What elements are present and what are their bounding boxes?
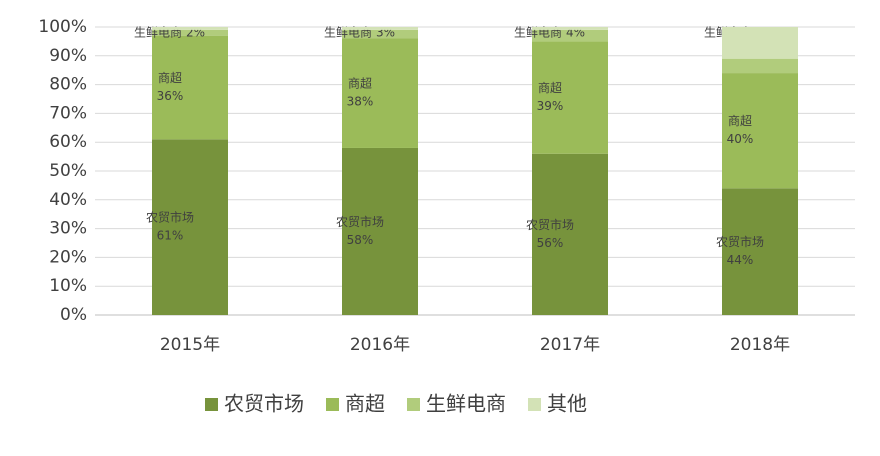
legend-swatch <box>528 398 541 411</box>
data-label-name: 商超 <box>348 76 372 91</box>
y-tick-label: 100% <box>38 17 87 37</box>
y-tick-label: 70% <box>49 103 87 123</box>
bar-segment <box>152 139 228 315</box>
data-label-name: 生鲜电商 <box>134 25 182 40</box>
data-label-name: 商超 <box>728 113 752 128</box>
y-tick-label: 30% <box>49 219 87 239</box>
legend-label: 农贸市场 <box>224 392 304 416</box>
legend-swatch <box>205 398 218 411</box>
y-tick-label: 40% <box>49 190 87 210</box>
bar-segment <box>342 27 418 30</box>
bar-segment <box>532 41 608 154</box>
bar-segment <box>722 188 798 315</box>
y-tick-label: 10% <box>49 276 87 296</box>
bar-segment <box>722 73 798 189</box>
x-tick-label: 2016年 <box>350 335 410 355</box>
bar-segment <box>722 58 798 74</box>
data-label-name: 农贸市场 <box>336 214 384 229</box>
bar-segment <box>532 27 608 30</box>
bar-segment <box>342 38 418 148</box>
legend-swatch <box>326 398 339 411</box>
x-tick-label: 2015年 <box>160 335 220 355</box>
data-label-name: 生鲜电商 <box>514 25 562 40</box>
bar-segment <box>152 29 228 36</box>
data-label: 36% <box>157 89 184 103</box>
bar-segment <box>722 27 798 59</box>
data-label: 38% <box>347 95 374 109</box>
data-label: 56% <box>537 236 564 250</box>
bar-segment <box>532 153 608 315</box>
data-label: 61% <box>157 229 184 243</box>
data-label: 40% <box>727 132 754 146</box>
data-label-name: 商超 <box>158 70 182 85</box>
y-tick-label: 60% <box>49 132 87 152</box>
data-label-name: 商超 <box>538 80 562 95</box>
x-tick-label: 2017年 <box>540 335 600 355</box>
bar-segment <box>342 147 418 315</box>
x-tick-label: 2018年 <box>730 335 790 355</box>
bar-segment <box>532 29 608 42</box>
data-label: 39% <box>537 99 564 113</box>
bar-segment <box>152 27 228 30</box>
data-label: 44% <box>727 253 754 267</box>
bar-segment <box>342 29 418 39</box>
legend-label: 其他 <box>547 392 587 416</box>
data-label-name: 农贸市场 <box>716 234 764 249</box>
y-tick-label: 90% <box>49 46 87 66</box>
data-label-name: 生鲜电商 <box>324 25 372 40</box>
legend-label: 商超 <box>345 392 385 416</box>
bar-segment <box>152 35 228 140</box>
y-tick-label: 50% <box>49 161 87 181</box>
data-label-name: 农贸市场 <box>526 217 574 232</box>
y-tick-label: 20% <box>49 247 87 267</box>
data-label: 58% <box>347 233 374 247</box>
y-tick-label: 80% <box>49 75 87 95</box>
y-tick-label: 0% <box>60 305 87 325</box>
data-label-name: 农贸市场 <box>146 210 194 225</box>
legend-swatch <box>407 398 420 411</box>
legend-label: 生鲜电商 <box>426 392 506 416</box>
